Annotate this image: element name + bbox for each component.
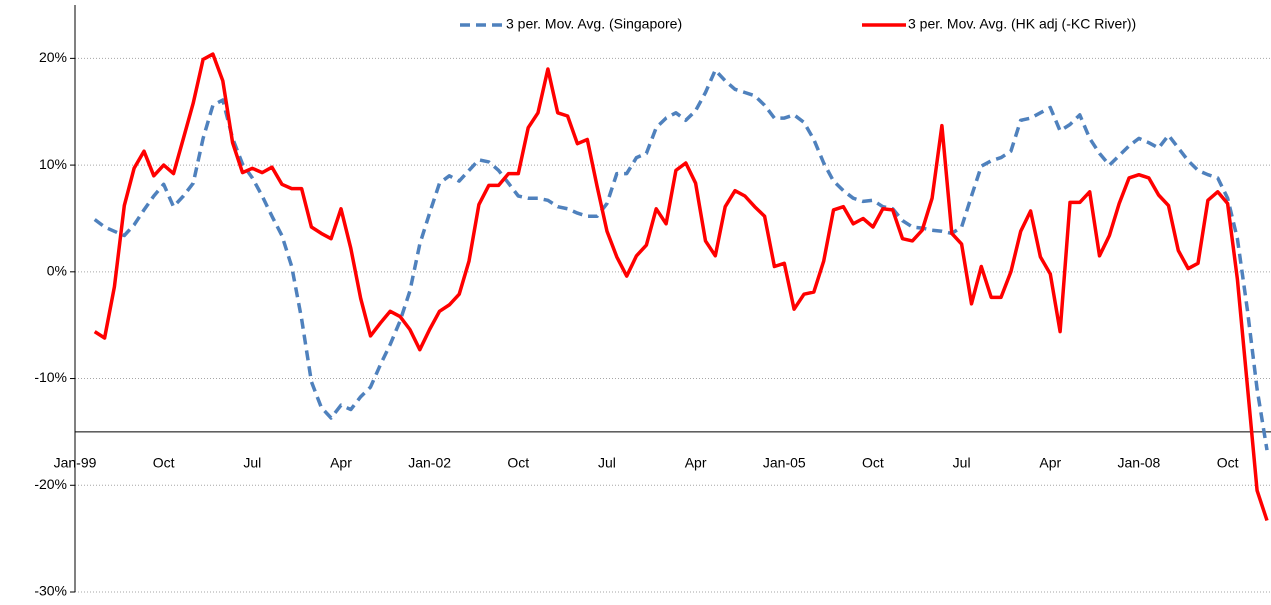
x-tick-label: Apr [330,455,352,471]
x-tick-label: Jan-02 [408,455,451,471]
x-tick-label: Oct [1217,455,1239,471]
x-tick-label: Jul [243,455,261,471]
y-tick-label: -20% [34,476,67,492]
y-tick-label: 20% [39,49,67,65]
x-tick-label: Jan-99 [54,455,97,471]
series-line [93,68,1269,451]
x-tick-label: Apr [1039,455,1061,471]
legend-label: 3 per. Mov. Avg. (HK adj (-KC River)) [908,16,1136,32]
y-tick-label: 10% [39,156,67,172]
x-tick-label: Jul [953,455,971,471]
series-line [93,52,1269,522]
x-tick-label: Oct [862,455,884,471]
x-tick-label: Jan-08 [1118,455,1161,471]
y-tick-label: 0% [47,263,67,279]
y-tick-label: -10% [34,369,67,385]
x-tick-label: Oct [153,455,175,471]
x-tick-label: Jan-05 [763,455,806,471]
legend-label: 3 per. Mov. Avg. (Singapore) [506,16,682,32]
x-tick-label: Oct [507,455,529,471]
y-tick-label: -30% [34,583,67,599]
x-tick-label: Jul [598,455,616,471]
x-tick-label: Apr [685,455,707,471]
